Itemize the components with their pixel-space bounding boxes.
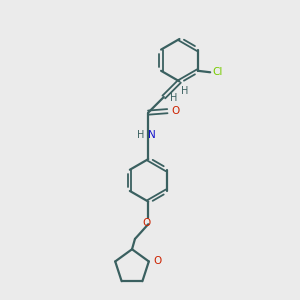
Text: O: O [142, 218, 151, 228]
Text: O: O [171, 106, 179, 116]
Text: Cl: Cl [212, 67, 223, 77]
Text: O: O [153, 256, 161, 266]
Text: H: H [169, 94, 177, 103]
Text: H: H [137, 130, 144, 140]
Text: H: H [181, 86, 188, 96]
Text: N: N [148, 130, 156, 140]
